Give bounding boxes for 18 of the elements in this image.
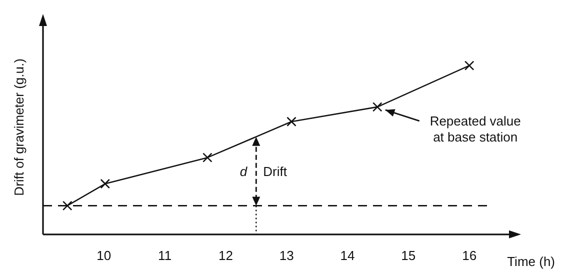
y-axis-title: Drift of gravimeter (g.u.) <box>12 58 27 196</box>
x-tick-label: 12 <box>218 248 233 263</box>
point <box>464 60 474 70</box>
point <box>286 116 296 127</box>
x-tick-label: 16 <box>462 248 477 263</box>
x-tick-label: 11 <box>158 248 172 263</box>
point <box>372 102 382 112</box>
x-tick-label: 14 <box>340 248 355 263</box>
annotation: Drift <box>263 164 288 179</box>
annotation: d <box>240 164 248 179</box>
x-tick-label: 15 <box>401 248 416 263</box>
annotation: Repeated value at base station <box>430 113 521 144</box>
point <box>62 200 72 211</box>
x-tick-label: 13 <box>279 248 294 263</box>
x-tick-label: 10 <box>96 248 112 263</box>
x-axis-title: Time (h) <box>507 254 555 269</box>
point <box>100 178 110 189</box>
point <box>202 152 212 162</box>
